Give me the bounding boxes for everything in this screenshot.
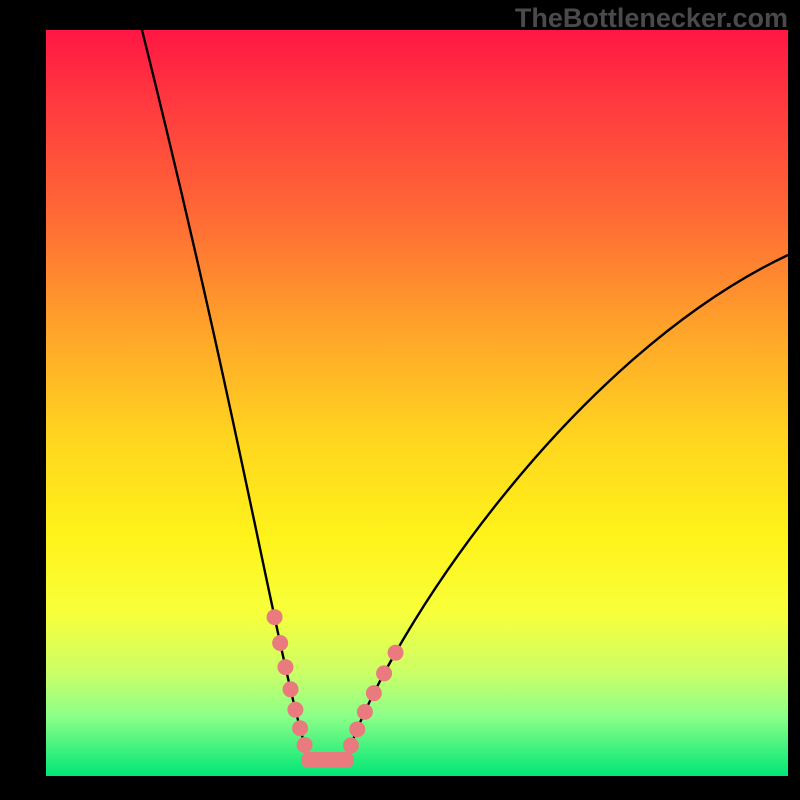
chart-container: TheBottlenecker.com (0, 0, 800, 800)
highlight-bead-right (376, 665, 392, 681)
highlight-bead-right (357, 704, 373, 720)
highlight-bead-left (272, 635, 288, 651)
highlight-bead-right (366, 685, 382, 701)
right-curve (346, 255, 788, 760)
highlight-bead-left (277, 659, 293, 675)
plot-area (46, 30, 788, 776)
highlight-bead-right (343, 737, 359, 753)
curve-overlay (46, 30, 788, 776)
highlight-bead-left (283, 681, 299, 697)
highlight-bead-right (388, 645, 404, 661)
highlight-bead-left (267, 609, 283, 625)
highlight-bead-right (338, 752, 354, 768)
highlight-bead-right (349, 721, 365, 737)
highlight-bead-left (301, 752, 317, 768)
highlight-bead-left (292, 720, 308, 736)
left-curve (142, 30, 309, 760)
watermark-text: TheBottlenecker.com (515, 3, 788, 34)
highlight-bead-left (297, 737, 313, 753)
highlight-bead-left (287, 702, 303, 718)
